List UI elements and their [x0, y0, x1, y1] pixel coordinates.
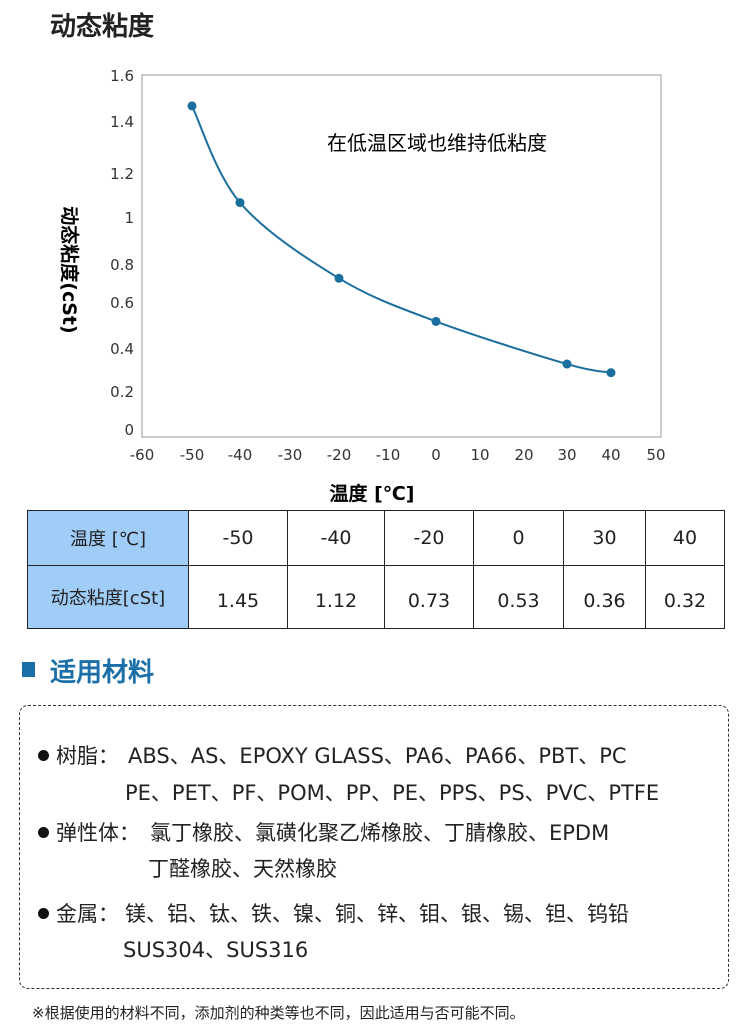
bullet-icon [38, 827, 49, 838]
material-label: 金属： [56, 902, 119, 926]
bullet-icon [38, 750, 49, 761]
data-point [187, 101, 197, 111]
table-cell: 0 [473, 510, 564, 566]
material-line: PE、PET、PF、POM、PP、PE、PPS、PS、PVC、PTFE [125, 781, 660, 805]
material-line: SUS304、SUS316 [123, 938, 309, 962]
y-tick-label: 0.2 [110, 383, 134, 401]
data-point [235, 198, 245, 208]
table-cell: 1.12 [287, 565, 385, 629]
table-cell: 0.32 [645, 565, 725, 629]
x-tick-label: -30 [278, 446, 303, 464]
x-tick-label: -20 [327, 446, 352, 464]
material-line: 丁醛橡胶、天然橡胶 [148, 857, 337, 881]
x-tick-label: -10 [376, 446, 401, 464]
y-tick-label: 1.6 [110, 67, 134, 85]
y-tick-label: 0.4 [110, 340, 134, 358]
material-line: 氯丁橡胶、氯磺化聚乙烯橡胶、丁腈橡胶、EPDM [150, 821, 610, 845]
viscosity-table: 温度 [℃] -50 -40 -20 0 30 40 动态粘度[cSt] 1.4… [27, 510, 725, 629]
chart-annotation: 在低温区域也维持低粘度 [327, 131, 547, 155]
plot-frame [141, 74, 662, 438]
table-row: 温度 [℃] -50 -40 -20 0 30 40 [27, 510, 725, 566]
x-tick-label: 0 [431, 446, 441, 464]
footnote: ※根据使用的材料不同，添加剂的种类等也不同，因此适用与否可能不同。 [32, 1004, 525, 1022]
table-cell: 40 [645, 510, 725, 566]
table-row: 动态粘度[cSt] 1.45 1.12 0.73 0.53 0.36 0.32 [27, 565, 725, 629]
table-cell: 30 [563, 510, 646, 566]
page-title: 动态粘度 [50, 12, 155, 42]
table-cell: 1.45 [188, 565, 288, 629]
data-point [334, 273, 344, 283]
x-tick-label: -50 [180, 446, 205, 464]
table-cell: -50 [188, 510, 288, 566]
data-point [431, 316, 441, 326]
data-point [562, 359, 572, 369]
table-cell: 0.73 [384, 565, 474, 629]
material-label: 树脂： [56, 744, 119, 768]
row-header: 温度 [℃] [27, 510, 189, 566]
bullet-icon [38, 908, 49, 919]
materials-box: 树脂： ABS、AS、EPOXY GLASS、PA6、PA66、PBT、PC P… [19, 705, 729, 989]
y-tick-label: 1 [124, 209, 134, 227]
x-tick-label: 50 [646, 446, 665, 464]
material-line: 镁、铝、钛、铁、镍、铜、锌、钼、银、锡、钽、钨铅 [125, 902, 629, 926]
table-cell: -40 [287, 510, 385, 566]
x-tick-label: 40 [601, 446, 620, 464]
y-tick-label: 1.2 [110, 165, 134, 183]
x-tick-label: 10 [470, 446, 489, 464]
y-tick-label: 0 [124, 421, 134, 439]
x-tick-label: 20 [514, 446, 533, 464]
table-cell: -20 [384, 510, 474, 566]
y-tick-label: 1.4 [110, 113, 134, 131]
row-header: 动态粘度[cSt] [27, 565, 189, 629]
data-point [606, 368, 616, 378]
material-label: 弹性体： [56, 821, 140, 845]
x-tick-label: -40 [228, 446, 253, 464]
section-square-icon [22, 662, 35, 677]
y-axis-title: 动态粘度(cSt) [58, 206, 81, 333]
section-title: 适用材料 [50, 658, 155, 688]
table-cell: 0.53 [473, 565, 564, 629]
x-tick-label: -60 [130, 446, 155, 464]
y-tick-label: 0.8 [110, 256, 134, 274]
y-tick-label: 0.6 [110, 294, 134, 312]
x-tick-label: 30 [557, 446, 576, 464]
viscosity-chart: -60 -50 -40 -30 -20 -10 0 10 20 30 40 50 0 0.2 0.4 0.6 0… [58, 67, 666, 505]
x-axis-title: 温度 [℃] [330, 482, 415, 505]
table-cell: 0.36 [563, 565, 646, 629]
material-line: ABS、AS、EPOXY GLASS、PA6、PA66、PBT、PC [128, 744, 627, 768]
